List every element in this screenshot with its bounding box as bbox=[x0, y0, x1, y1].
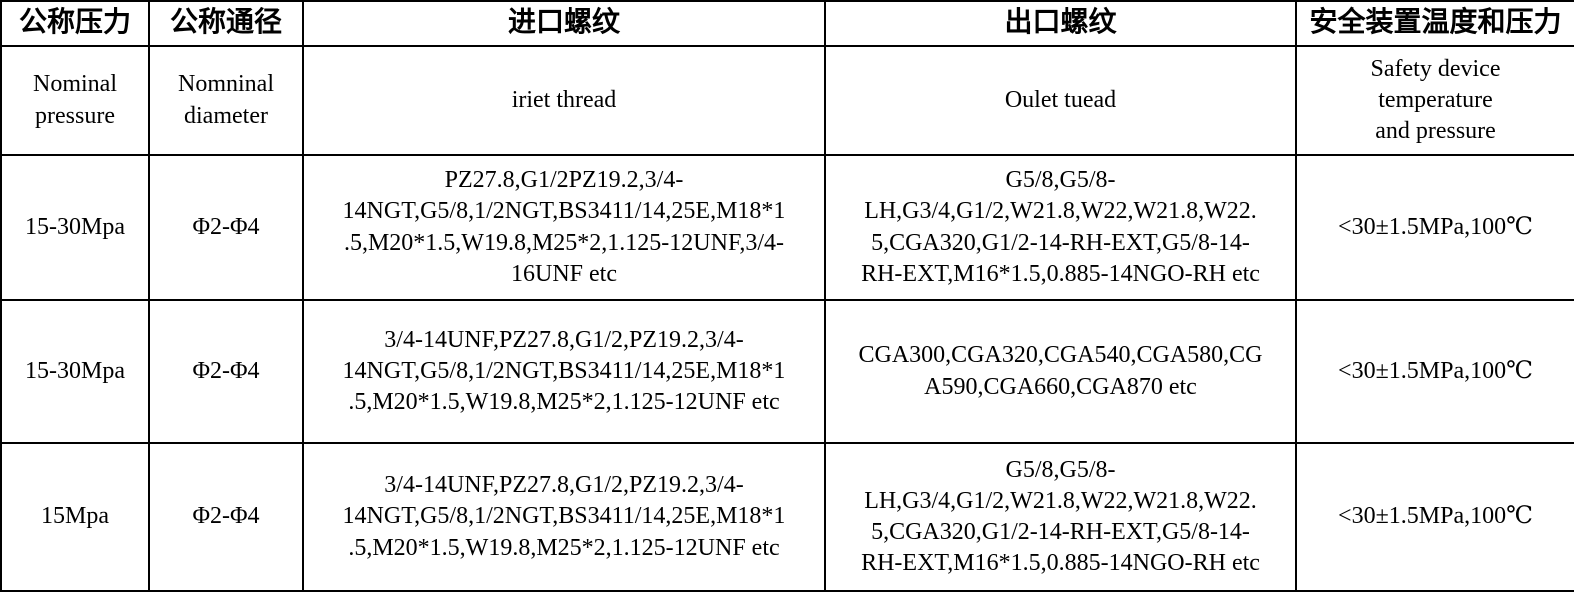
header-label: Nominal pressure bbox=[33, 71, 117, 129]
cell-value: G5/8,G5/8- LH,G3/4,G1/2,W21.8,W22,W21.8,… bbox=[861, 456, 1260, 577]
header-outlet-thread-zh: 出口螺纹 bbox=[824, 0, 1297, 47]
table-row: 15-30Mpa Φ2-Φ4 PZ27.8,G1/2PZ19.2,3/4- 14… bbox=[0, 154, 1574, 301]
cell-value: 3/4-14UNF,PZ27.8,G1/2,PZ19.2,3/4- 14NGT,… bbox=[342, 472, 786, 561]
header-label: Nomninal diameter bbox=[178, 71, 274, 129]
header-safety-device-zh: 安全装置温度和压力 bbox=[1295, 0, 1574, 47]
cell-outlet-thread: G5/8,G5/8- LH,G3/4,G1/2,W21.8,W22,W21.8,… bbox=[824, 154, 1297, 301]
cell-pressure: 15-30Mpa bbox=[0, 299, 150, 444]
cell-safety: <30±1.5MPa,100℃ bbox=[1295, 154, 1574, 301]
header-row-english: Nominal pressure Nomninal diameter iriet… bbox=[0, 45, 1574, 156]
cell-pressure: 15Mpa bbox=[0, 442, 150, 592]
cell-value: 15-30Mpa bbox=[25, 213, 125, 240]
cell-value: <30±1.5MPa,100℃ bbox=[1338, 213, 1533, 240]
table-row: 15-30Mpa Φ2-Φ4 3/4-14UNF,PZ27.8,G1/2,PZ1… bbox=[0, 299, 1574, 444]
cell-value: PZ27.8,G1/2PZ19.2,3/4- 14NGT,G5/8,1/2NGT… bbox=[342, 167, 786, 287]
cell-value: 15Mpa bbox=[41, 503, 109, 530]
header-label: 公称压力 bbox=[18, 7, 131, 39]
cell-diameter: Φ2-Φ4 bbox=[148, 442, 304, 592]
table-row: 15Mpa Φ2-Φ4 3/4-14UNF,PZ27.8,G1/2,PZ19.2… bbox=[0, 442, 1574, 592]
cell-value: G5/8,G5/8- LH,G3/4,G1/2,W21.8,W22,W21.8,… bbox=[861, 167, 1260, 287]
cell-inlet-thread: 3/4-14UNF,PZ27.8,G1/2,PZ19.2,3/4- 14NGT,… bbox=[302, 299, 826, 444]
cell-pressure: 15-30Mpa bbox=[0, 154, 150, 301]
cell-value: <30±1.5MPa,100℃ bbox=[1338, 503, 1533, 530]
header-label: 安全装置温度和压力 bbox=[1309, 7, 1562, 39]
cell-diameter: Φ2-Φ4 bbox=[148, 154, 304, 301]
cell-inlet-thread: PZ27.8,G1/2PZ19.2,3/4- 14NGT,G5/8,1/2NGT… bbox=[302, 154, 826, 301]
header-label: 进口螺纹 bbox=[507, 7, 620, 39]
header-nominal-diameter-en: Nomninal diameter bbox=[148, 45, 304, 156]
header-outlet-thread-en: Oulet tuead bbox=[824, 45, 1297, 156]
cell-value: 15-30Mpa bbox=[25, 357, 125, 384]
header-safety-device-en: Safety device temperature and pressure bbox=[1295, 45, 1574, 156]
header-label: 出口螺纹 bbox=[1004, 7, 1117, 39]
header-nominal-pressure-zh: 公称压力 bbox=[0, 0, 150, 47]
cell-outlet-thread: G5/8,G5/8- LH,G3/4,G1/2,W21.8,W22,W21.8,… bbox=[824, 442, 1297, 592]
cell-value: CGA300,CGA320,CGA540,CGA580,CG A590,CGA6… bbox=[858, 342, 1263, 400]
cell-inlet-thread: 3/4-14UNF,PZ27.8,G1/2,PZ19.2,3/4- 14NGT,… bbox=[302, 442, 826, 592]
header-nominal-diameter-zh: 公称通径 bbox=[148, 0, 304, 47]
cell-value: Φ2-Φ4 bbox=[192, 213, 260, 240]
header-label: Oulet tuead bbox=[1004, 86, 1117, 113]
header-nominal-pressure-en: Nominal pressure bbox=[0, 45, 150, 156]
header-inlet-thread-en: iriet thread bbox=[302, 45, 826, 156]
header-label: iriet thread bbox=[511, 86, 617, 113]
cell-safety: <30±1.5MPa,100℃ bbox=[1295, 299, 1574, 444]
cell-safety: <30±1.5MPa,100℃ bbox=[1295, 442, 1574, 592]
cell-diameter: Φ2-Φ4 bbox=[148, 299, 304, 444]
cell-value: <30±1.5MPa,100℃ bbox=[1338, 357, 1533, 384]
header-row-chinese: 公称压力 公称通径 进口螺纹 出口螺纹 安全装置温度和压力 bbox=[0, 0, 1574, 47]
header-inlet-thread-zh: 进口螺纹 bbox=[302, 0, 826, 47]
cell-value: Φ2-Φ4 bbox=[192, 503, 260, 530]
cell-value: 3/4-14UNF,PZ27.8,G1/2,PZ19.2,3/4- 14NGT,… bbox=[342, 326, 786, 416]
cell-outlet-thread: CGA300,CGA320,CGA540,CGA580,CG A590,CGA6… bbox=[824, 299, 1297, 444]
header-label: 公称通径 bbox=[169, 7, 282, 39]
cell-value: Φ2-Φ4 bbox=[192, 357, 260, 384]
header-label: Safety device temperature and pressure bbox=[1370, 55, 1501, 145]
